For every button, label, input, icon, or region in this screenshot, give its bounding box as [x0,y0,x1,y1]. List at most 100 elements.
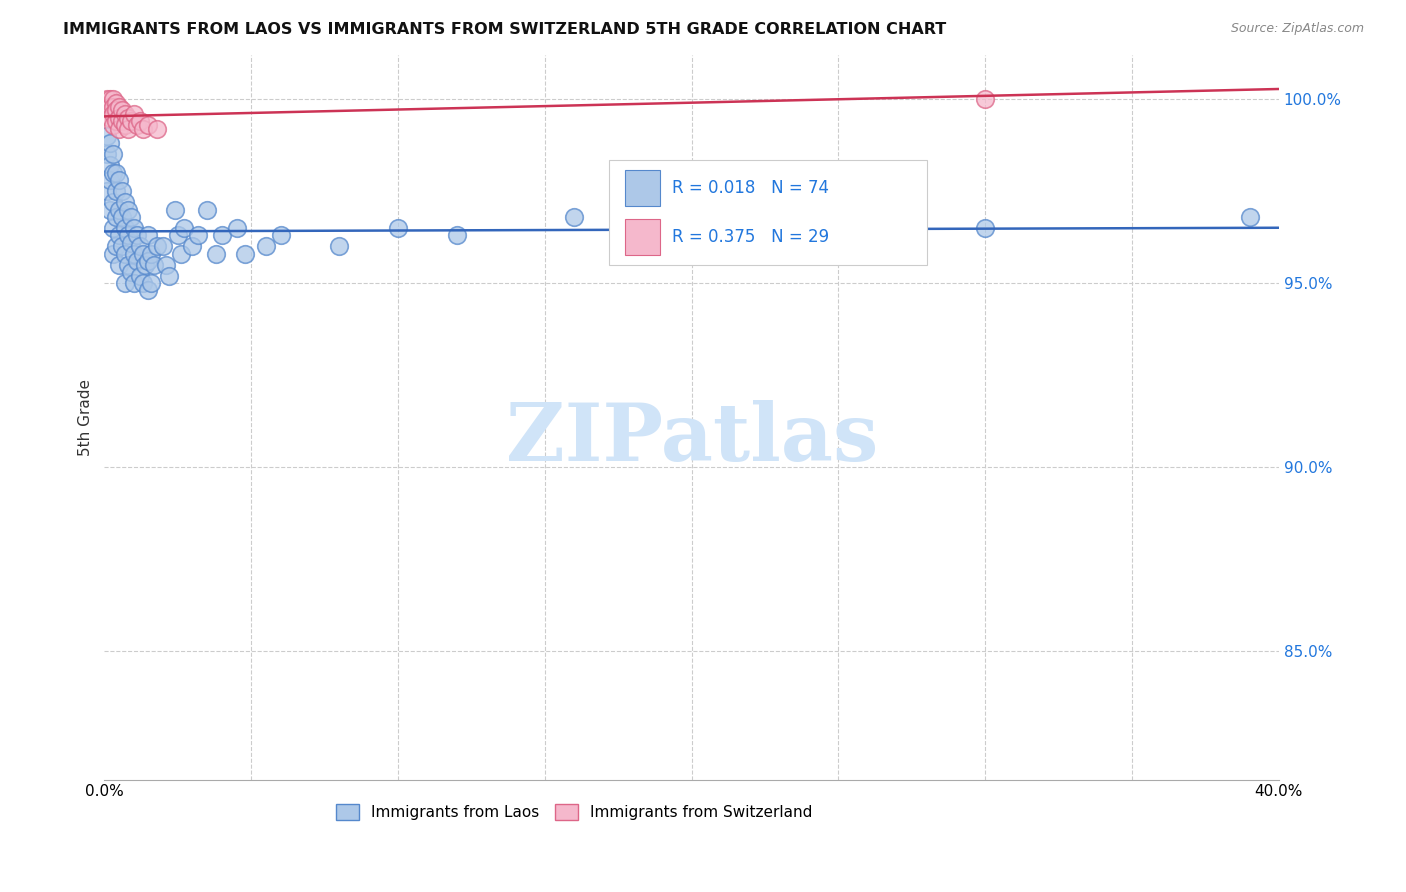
Point [114,118,136,132]
Point [108,100,131,114]
Point [125,118,148,132]
Point [141,276,163,290]
Point [562,210,585,224]
Point [134,258,156,272]
Point [105,166,128,180]
Point [270,228,292,243]
Point [254,239,277,253]
Point [117,121,139,136]
Point [96,92,118,106]
Point [98,158,121,172]
Text: Source: ZipAtlas.com: Source: ZipAtlas.com [1230,22,1364,36]
Point [122,276,145,290]
Point [103,118,125,132]
Point [233,246,256,260]
Point [103,166,125,180]
Point [211,228,233,243]
Point [98,92,121,106]
Point [128,268,150,283]
Point [128,114,150,128]
Point [105,239,128,253]
Point [105,95,128,110]
FancyBboxPatch shape [609,161,927,265]
Point [98,136,121,151]
Point [98,100,121,114]
Point [117,258,139,272]
Text: ZIPatlas: ZIPatlas [506,401,877,478]
Point [103,100,125,114]
Point [117,111,139,125]
Point [141,246,163,260]
Point [138,284,160,298]
Point [827,239,849,253]
Point [170,246,193,260]
Point [114,276,136,290]
Point [96,147,118,161]
Point [105,184,128,198]
Point [152,239,174,253]
Point [103,221,125,235]
Point [225,221,247,235]
Point [105,103,128,118]
Point [146,239,169,253]
Point [108,228,131,243]
Point [143,258,166,272]
Point [446,228,468,243]
Point [138,228,160,243]
Point [138,254,160,268]
Point [114,246,136,260]
Point [111,210,134,224]
Point [120,265,142,279]
Bar [624,170,659,206]
Point [103,147,125,161]
Point [117,202,139,217]
Point [103,195,125,210]
Point [166,228,188,243]
Point [114,107,136,121]
Point [205,246,228,260]
Point [146,121,169,136]
Point [120,210,142,224]
Point [157,268,180,283]
Text: R = 0.018   N = 74: R = 0.018 N = 74 [672,179,828,197]
Point [117,228,139,243]
Point [195,202,218,217]
Point [974,92,997,106]
Point [105,114,128,128]
Point [103,246,125,260]
Point [155,258,177,272]
Point [98,111,121,125]
Point [128,239,150,253]
Point [138,118,160,132]
Point [125,254,148,268]
Point [103,107,125,121]
Point [681,228,703,243]
Point [108,202,131,217]
Point [125,228,148,243]
Point [387,221,409,235]
Point [108,121,131,136]
Text: R = 0.375   N = 29: R = 0.375 N = 29 [672,228,828,246]
Legend: Immigrants from Laos, Immigrants from Switzerland: Immigrants from Laos, Immigrants from Sw… [330,798,818,826]
Point [122,246,145,260]
Point [974,221,997,235]
Point [1239,210,1261,224]
Point [114,195,136,210]
Text: IMMIGRANTS FROM LAOS VS IMMIGRANTS FROM SWITZERLAND 5TH GRADE CORRELATION CHART: IMMIGRANTS FROM LAOS VS IMMIGRANTS FROM … [63,22,946,37]
Point [96,129,118,144]
Point [103,92,125,106]
Point [111,103,134,118]
Point [111,114,134,128]
Point [108,258,131,272]
Point [111,184,134,198]
Bar [624,219,659,255]
Point [181,239,204,253]
Point [120,114,142,128]
Point [187,228,209,243]
Point [114,221,136,235]
Y-axis label: 5th Grade: 5th Grade [79,379,93,456]
Point [96,184,118,198]
Point [173,221,195,235]
Point [108,111,131,125]
Point [111,239,134,253]
